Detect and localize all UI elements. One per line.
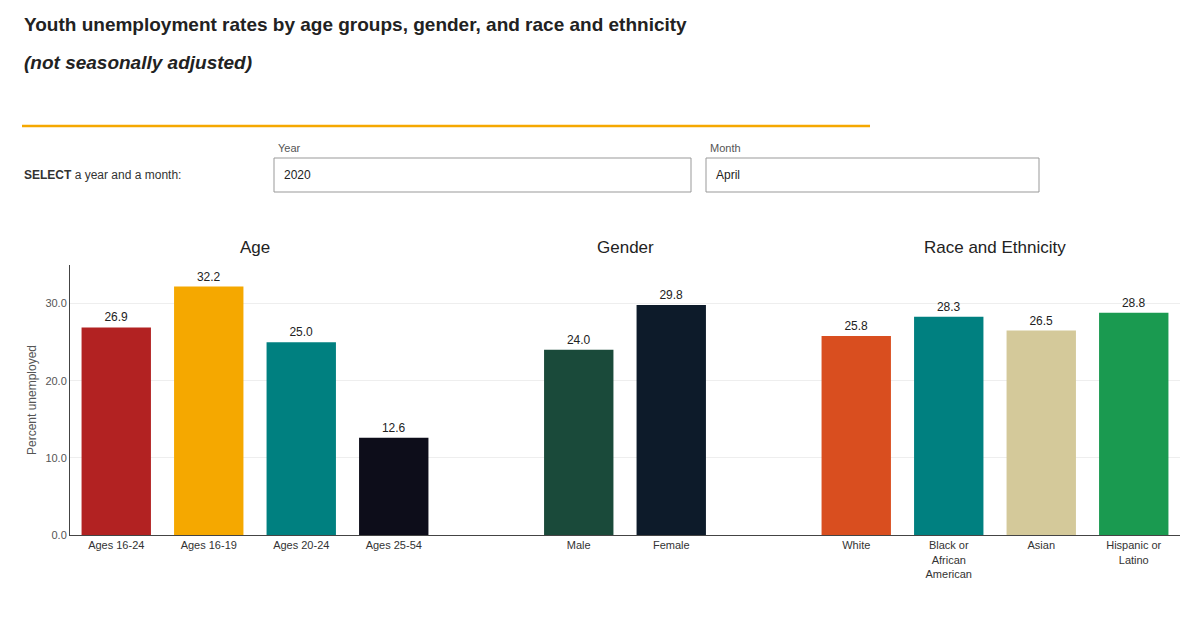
- svg-text:SELECT a year and a month:: SELECT a year and a month:: [24, 168, 181, 182]
- svg-text:29.8: 29.8: [659, 288, 683, 302]
- svg-text:25.0: 25.0: [289, 325, 313, 339]
- svg-text:24.0: 24.0: [567, 333, 591, 347]
- svg-text:28.3: 28.3: [937, 300, 961, 314]
- svg-text:Female: Female: [653, 539, 690, 551]
- svg-text:Hispanic orLatino: Hispanic orLatino: [1106, 539, 1161, 565]
- svg-text:Youth unemployment rates by ag: Youth unemployment rates by age groups, …: [24, 14, 687, 35]
- svg-text:Month: Month: [710, 142, 741, 154]
- svg-text:2020: 2020: [284, 168, 311, 182]
- svg-text:Ages 20-24: Ages 20-24: [273, 539, 329, 551]
- svg-text:Ages 25-54: Ages 25-54: [366, 539, 422, 551]
- svg-text:Male: Male: [567, 539, 591, 551]
- svg-text:Asian: Asian: [1027, 539, 1055, 551]
- svg-text:Age: Age: [240, 238, 270, 257]
- svg-text:30.0: 30.0: [45, 297, 66, 309]
- svg-text:Ages 16-19: Ages 16-19: [181, 539, 237, 551]
- svg-text:0.0: 0.0: [52, 529, 67, 541]
- svg-text:Black orAfricanAmerican: Black orAfricanAmerican: [926, 539, 972, 580]
- svg-text:Ages 16-24: Ages 16-24: [88, 539, 144, 551]
- svg-text:32.2: 32.2: [197, 270, 221, 284]
- svg-text:10.0: 10.0: [45, 452, 66, 464]
- svg-text:20.0: 20.0: [45, 375, 66, 387]
- svg-text:26.5: 26.5: [1029, 314, 1053, 328]
- svg-text:12.6: 12.6: [382, 421, 406, 435]
- svg-text:(not seasonally adjusted): (not seasonally adjusted): [24, 52, 252, 73]
- svg-text:Year: Year: [278, 142, 301, 154]
- svg-text:Percent unemployed: Percent unemployed: [25, 345, 39, 455]
- svg-text:Gender: Gender: [597, 238, 654, 257]
- svg-text:26.9: 26.9: [104, 310, 128, 324]
- svg-text:28.8: 28.8: [1122, 296, 1146, 310]
- svg-text:April: April: [716, 168, 740, 182]
- svg-text:White: White: [842, 539, 870, 551]
- svg-text:25.8: 25.8: [844, 319, 868, 333]
- svg-text:Race and Ethnicity: Race and Ethnicity: [924, 238, 1066, 257]
